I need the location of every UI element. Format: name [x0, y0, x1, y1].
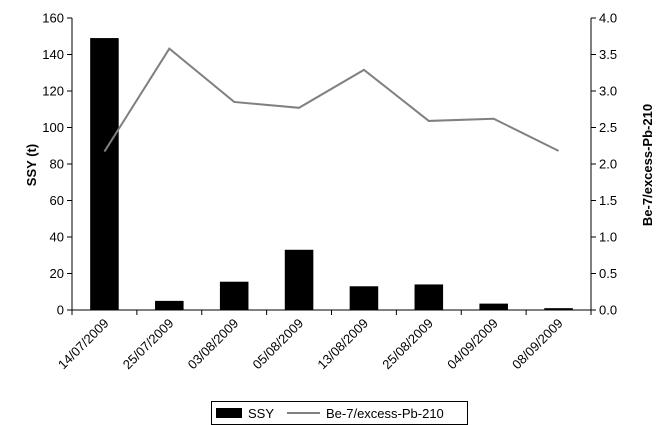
y-tick-label-right: 3.5 — [599, 47, 617, 62]
bar-ssy — [349, 286, 379, 310]
ratio-line — [103, 47, 560, 153]
x-tick-label: 03/08/2009 — [185, 316, 242, 373]
x-tick-label: 08/09/2009 — [509, 316, 566, 373]
line-ratio — [103, 47, 560, 153]
x-tick-label: 05/08/2009 — [250, 316, 307, 373]
bar-ssy — [219, 281, 249, 310]
axes — [71, 18, 592, 311]
x-tick-label: 25/07/2009 — [120, 316, 177, 373]
y-tick-label-right: 1.5 — [599, 193, 617, 208]
y-tick-label-left: 140 — [42, 47, 64, 62]
y-tick-label-left: 0 — [57, 303, 64, 318]
y-tick-label-right: 0.0 — [599, 303, 617, 318]
right-axis-ticks: 0.0 0.5 1.0 1.5 2.0 2.5 3.0 3.5 4.0 — [591, 11, 617, 318]
y-tick-label-left: 40 — [50, 230, 64, 245]
x-tick-label: 13/08/2009 — [314, 316, 371, 373]
bar-ssy — [155, 300, 184, 310]
y-tick-label-right: 4.0 — [599, 11, 617, 26]
y-tick-label-left: 160 — [42, 11, 64, 26]
bar-ssy — [284, 249, 314, 310]
ssy-bars — [90, 38, 573, 310]
y-tick-label-right: 2.0 — [599, 157, 617, 172]
y-tick-label-left: 60 — [50, 193, 64, 208]
x-axis-ticks: 14/07/2009 25/07/2009 03/08/2009 05/08/2009… — [55, 310, 592, 373]
bar-ssy — [90, 38, 119, 310]
bar-ssy — [414, 284, 444, 310]
y-tick-label-left: 80 — [50, 157, 64, 172]
y-axis-title-left: SSY (t) — [24, 144, 39, 186]
y-tick-label-left: 20 — [50, 266, 64, 281]
x-tick-label: 14/07/2009 — [55, 316, 112, 373]
bar-ssy — [544, 308, 573, 310]
y-tick-label-left: 120 — [42, 84, 64, 99]
y-tick-label-right: 0.5 — [599, 266, 617, 281]
legend: SSY Be-7/excess-Pb-210 — [211, 401, 468, 425]
y-tick-label-right: 1.0 — [599, 230, 617, 245]
y-axis-title-right: Be-7/excess-Pb-210 — [640, 104, 655, 226]
x-tick-label: 04/09/2009 — [444, 316, 501, 373]
x-tick-label: 25/08/2009 — [379, 316, 436, 373]
y-tick-label-right: 2.5 — [599, 120, 617, 135]
y-tick-label-right: 3.0 — [599, 84, 617, 99]
legend-label-ratio: Be-7/excess-Pb-210 — [326, 406, 444, 421]
left-axis-ticks: 0 20 40 60 80 100 120 140 160 — [42, 11, 72, 318]
y-tick-label-left: 100 — [42, 120, 64, 135]
bar-ssy — [479, 303, 508, 310]
legend-label-ssy: SSY — [248, 406, 274, 421]
legend-swatch-ssy — [216, 408, 242, 418]
